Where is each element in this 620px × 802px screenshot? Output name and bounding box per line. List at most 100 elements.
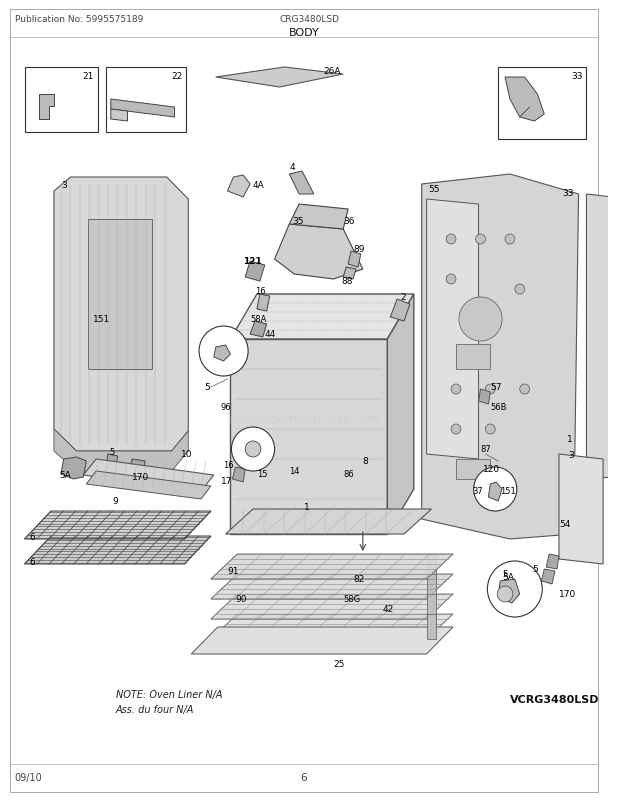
Polygon shape	[388, 294, 414, 534]
Text: 96: 96	[221, 403, 231, 412]
Polygon shape	[61, 457, 86, 480]
Text: 57: 57	[490, 383, 502, 392]
Polygon shape	[228, 176, 250, 198]
Text: 10: 10	[182, 450, 193, 459]
Bar	[456, 345, 490, 370]
Text: BODY: BODY	[289, 28, 319, 38]
Text: 1: 1	[304, 503, 310, 512]
Circle shape	[497, 586, 513, 602]
Text: 5: 5	[502, 569, 507, 579]
Text: 2: 2	[400, 294, 405, 302]
Text: 14: 14	[290, 467, 300, 476]
Text: Publication No: 5995575189: Publication No: 5995575189	[15, 15, 143, 25]
Text: 5A: 5A	[59, 471, 71, 480]
Text: 55: 55	[428, 185, 440, 194]
Text: 54: 54	[559, 520, 570, 529]
Text: 25: 25	[334, 660, 345, 669]
Polygon shape	[427, 554, 436, 579]
Polygon shape	[587, 195, 613, 480]
Polygon shape	[348, 252, 361, 268]
Text: 28: 28	[247, 445, 259, 454]
Text: 6: 6	[301, 772, 308, 782]
Polygon shape	[245, 261, 265, 282]
Circle shape	[515, 285, 525, 294]
Polygon shape	[25, 537, 211, 565]
Polygon shape	[541, 569, 555, 585]
Text: 6: 6	[29, 533, 35, 542]
Circle shape	[487, 561, 542, 618]
Polygon shape	[427, 200, 479, 460]
Bar	[25, 68, 98, 133]
Text: 17: 17	[221, 477, 232, 486]
Text: 170: 170	[559, 589, 576, 599]
Polygon shape	[391, 300, 410, 322]
Text: 151: 151	[93, 315, 110, 324]
Text: eReplacementParts.com: eReplacementParts.com	[228, 413, 380, 426]
Circle shape	[505, 235, 515, 245]
Circle shape	[474, 468, 517, 512]
Text: 87: 87	[480, 445, 491, 454]
Text: CRG3480LSD: CRG3480LSD	[280, 15, 340, 25]
Text: 3: 3	[61, 180, 66, 189]
Text: 6: 6	[29, 558, 35, 567]
Circle shape	[520, 384, 529, 395]
Polygon shape	[54, 429, 188, 472]
Text: 90: 90	[236, 595, 247, 604]
Polygon shape	[290, 205, 348, 229]
Polygon shape	[191, 627, 453, 654]
Text: 36: 36	[343, 217, 355, 226]
Polygon shape	[257, 294, 270, 312]
Text: 88: 88	[341, 277, 353, 286]
Text: 1: 1	[567, 435, 572, 444]
Text: NOTE: Oven Liner N/A: NOTE: Oven Liner N/A	[116, 689, 222, 699]
Polygon shape	[427, 594, 436, 619]
Text: 151: 151	[500, 487, 516, 496]
Text: 5A: 5A	[502, 573, 514, 581]
Circle shape	[476, 235, 485, 245]
Text: 91: 91	[228, 567, 239, 576]
Text: 56B: 56B	[490, 403, 507, 412]
Polygon shape	[214, 346, 231, 362]
Polygon shape	[39, 95, 54, 119]
Text: 15: 15	[257, 470, 267, 479]
Polygon shape	[106, 455, 118, 469]
Polygon shape	[88, 220, 152, 370]
Text: 09/10: 09/10	[15, 772, 42, 782]
Polygon shape	[232, 468, 245, 482]
Text: 5: 5	[204, 383, 210, 392]
Polygon shape	[427, 614, 436, 639]
Circle shape	[485, 384, 495, 395]
Polygon shape	[128, 460, 145, 477]
Polygon shape	[290, 172, 314, 195]
Text: 16: 16	[224, 461, 234, 470]
Text: 3: 3	[569, 451, 575, 460]
Polygon shape	[479, 390, 490, 404]
Polygon shape	[559, 455, 603, 565]
Polygon shape	[216, 68, 343, 88]
Text: 35: 35	[292, 217, 304, 226]
Polygon shape	[83, 460, 214, 492]
Text: 89: 89	[353, 245, 365, 254]
Text: VCRG3480LSD: VCRG3480LSD	[510, 695, 600, 704]
Polygon shape	[226, 509, 432, 534]
Text: 21: 21	[82, 72, 94, 81]
Text: 33: 33	[571, 72, 583, 81]
Polygon shape	[211, 614, 453, 639]
Text: 43: 43	[490, 485, 501, 494]
Text: 120: 120	[482, 465, 500, 474]
Text: 8: 8	[363, 457, 368, 466]
Polygon shape	[489, 482, 502, 501]
Bar	[498, 68, 587, 140]
Text: 42: 42	[383, 605, 394, 614]
Text: 26A: 26A	[324, 67, 341, 76]
Polygon shape	[546, 554, 559, 569]
Polygon shape	[422, 175, 578, 539]
Polygon shape	[231, 294, 414, 339]
Polygon shape	[343, 268, 356, 280]
Text: 5: 5	[110, 448, 115, 457]
Circle shape	[451, 384, 461, 395]
Circle shape	[231, 427, 275, 472]
Polygon shape	[231, 339, 388, 534]
Circle shape	[451, 424, 461, 435]
Bar	[106, 68, 187, 133]
